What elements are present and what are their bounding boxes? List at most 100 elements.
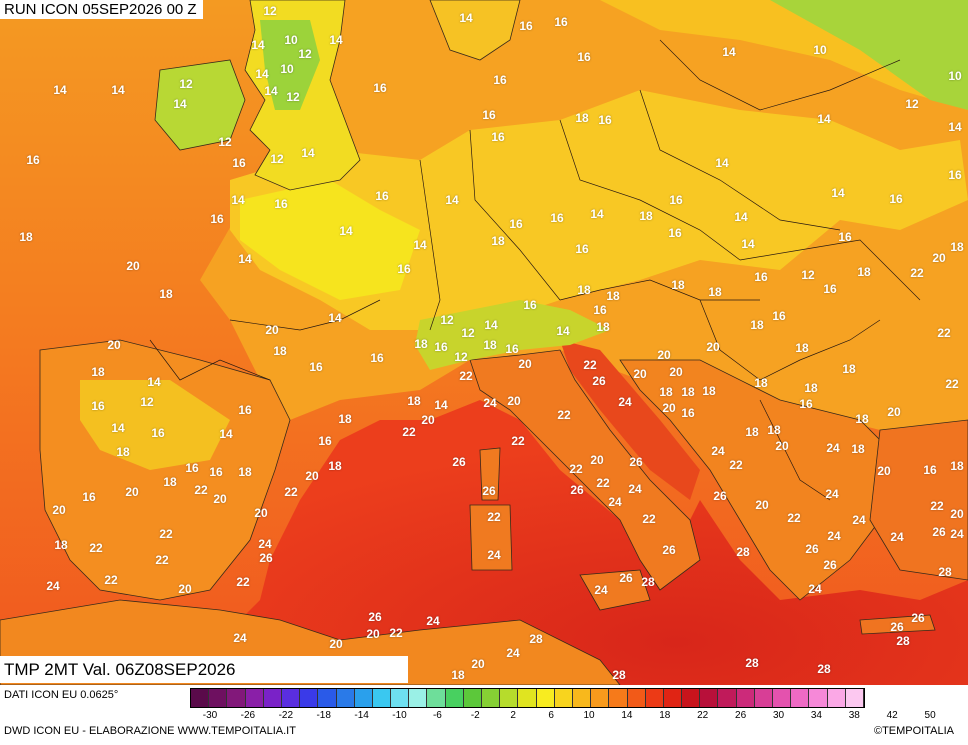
temperature-label: 16 bbox=[598, 113, 612, 127]
scale-swatch bbox=[845, 689, 864, 707]
temperature-label: 18 bbox=[857, 265, 871, 279]
temperature-label: 18 bbox=[950, 240, 964, 254]
scale-swatch bbox=[336, 689, 355, 707]
temperature-label: 22 bbox=[583, 358, 597, 372]
scale-swatch bbox=[773, 689, 792, 707]
temperature-label: 14 bbox=[53, 83, 67, 97]
temperature-label: 20 bbox=[775, 439, 789, 453]
temperature-label: 16 bbox=[923, 463, 937, 477]
scale-swatch bbox=[354, 689, 373, 707]
scale-ticks: -30 -26 -22 -18 -14 -10 -6 -2 2 6 10 14 18 22 26 30 34 38… bbox=[190, 710, 968, 724]
temperature-label: 28 bbox=[896, 634, 910, 648]
temperature-label: 18 bbox=[606, 289, 620, 303]
scale-swatch bbox=[609, 689, 628, 707]
temperature-label: 14 bbox=[329, 33, 343, 47]
scale-tick-label: 14 bbox=[621, 710, 633, 721]
temperature-label: 12 bbox=[454, 350, 468, 364]
balkans bbox=[619, 359, 901, 601]
temperature-label: 20 bbox=[877, 464, 891, 478]
scale-swatch bbox=[736, 689, 755, 707]
temperature-label: 20 bbox=[421, 413, 435, 427]
temperature-label: 18 bbox=[116, 445, 130, 459]
scale-swatch bbox=[263, 689, 282, 707]
temperature-label: 18 bbox=[950, 459, 964, 473]
temperature-label: 18 bbox=[491, 234, 505, 248]
run-title: RUN ICON 05SEP2026 00 Z bbox=[0, 0, 203, 19]
temperature-label: 24 bbox=[852, 513, 866, 527]
credits-left: DWD ICON EU - ELABORAZIONE WWW.TEMPOITAL… bbox=[4, 725, 296, 737]
variable-title: TMP 2MT Val. 06Z08SEP2026 bbox=[0, 656, 408, 683]
temperature-label: 14 bbox=[147, 375, 161, 389]
temperature-label: 18 bbox=[414, 337, 428, 351]
temperature-label: 22 bbox=[511, 434, 525, 448]
temperature-label: 18 bbox=[842, 362, 856, 376]
temperature-label: 16 bbox=[309, 360, 323, 374]
temperature-label: 24 bbox=[628, 482, 642, 496]
scale-tick-label: 30 bbox=[772, 710, 785, 721]
northeast-cold bbox=[770, 0, 968, 110]
temperature-label: 16 bbox=[482, 108, 496, 122]
temperature-label: 16 bbox=[509, 217, 523, 231]
temperature-label: 24 bbox=[258, 537, 272, 551]
temperature-label: 16 bbox=[318, 434, 332, 448]
temperature-label: 16 bbox=[889, 192, 903, 206]
temperature-label: 26 bbox=[570, 483, 584, 497]
temperature-label: 24 bbox=[827, 529, 841, 543]
temperature-label: 14 bbox=[339, 224, 353, 238]
temperature-label: 18 bbox=[639, 209, 653, 223]
scale-tick-label: -26 bbox=[240, 710, 256, 721]
temperature-label: 14 bbox=[715, 156, 729, 170]
scale-swatch bbox=[500, 689, 519, 707]
scale-swatch bbox=[591, 689, 610, 707]
temperature-label: 22 bbox=[729, 458, 743, 472]
legend-footer: DATI ICON EU 0.0625° -30 -26 -22 -18 -14 -10-… bbox=[0, 685, 968, 745]
temperature-label: 18 bbox=[483, 338, 497, 352]
temperature-label: 28 bbox=[612, 668, 626, 682]
temperature-label: 18 bbox=[659, 385, 673, 399]
temperature-label: 28 bbox=[745, 656, 759, 670]
temperature-label: 16 bbox=[669, 193, 683, 207]
temperature-label: 22 bbox=[402, 425, 416, 439]
temperature-label: 20 bbox=[518, 357, 532, 371]
temperature-label: 14 bbox=[111, 83, 125, 97]
anatolia bbox=[869, 419, 968, 581]
temperature-label: 16 bbox=[373, 81, 387, 95]
temperature-label: 28 bbox=[736, 545, 750, 559]
temperature-label: 18 bbox=[338, 412, 352, 426]
scotland-cold bbox=[260, 20, 320, 110]
scale-tick-label: 2 bbox=[510, 710, 516, 721]
temperature-label: 16 bbox=[948, 168, 962, 182]
temperature-label: 20 bbox=[657, 348, 671, 362]
scale-swatch bbox=[245, 689, 264, 707]
temperature-label: 16 bbox=[91, 399, 105, 413]
data-source: DATI ICON EU 0.0625° bbox=[4, 689, 119, 701]
temperature-label: 22 bbox=[459, 369, 473, 383]
temperature-label: 16 bbox=[577, 50, 591, 64]
temperature-label: 24 bbox=[808, 582, 822, 596]
temperature-label: 14 bbox=[817, 112, 831, 126]
scale-swatch bbox=[281, 689, 301, 707]
adriatic-sea bbox=[560, 340, 700, 500]
temperature-label: 18 bbox=[708, 285, 722, 299]
temperature-label: 20 bbox=[932, 251, 946, 265]
temperature-label: 18 bbox=[804, 381, 818, 395]
temperature-label: 26 bbox=[482, 484, 496, 498]
scale-swatch bbox=[791, 689, 810, 707]
temperature-label: 18 bbox=[851, 442, 865, 456]
temperature-label: 26 bbox=[259, 551, 273, 565]
iberia-cool bbox=[80, 380, 230, 470]
temperature-label: 24 bbox=[825, 487, 839, 501]
mediterranean-sea bbox=[200, 400, 968, 685]
temperature-map: 12 14 16 16 14 10 12 14 16 14 10 10 14 10 12 14 14 16 16 14… bbox=[0, 0, 968, 685]
scale-tick-label: 26 bbox=[735, 710, 747, 721]
temperature-label: 28 bbox=[938, 565, 952, 579]
temperature-label: 22 bbox=[930, 499, 944, 513]
scale-tick-label: 10 bbox=[583, 710, 595, 721]
temperature-label: 12 bbox=[179, 77, 193, 91]
temperature-label: 16 bbox=[185, 461, 199, 475]
temperature-label: 22 bbox=[236, 575, 250, 589]
temperature-label: 18 bbox=[407, 394, 421, 408]
scale-swatch bbox=[754, 689, 773, 707]
temperature-label: 14 bbox=[741, 237, 755, 251]
temperature-label: 16 bbox=[554, 15, 568, 29]
